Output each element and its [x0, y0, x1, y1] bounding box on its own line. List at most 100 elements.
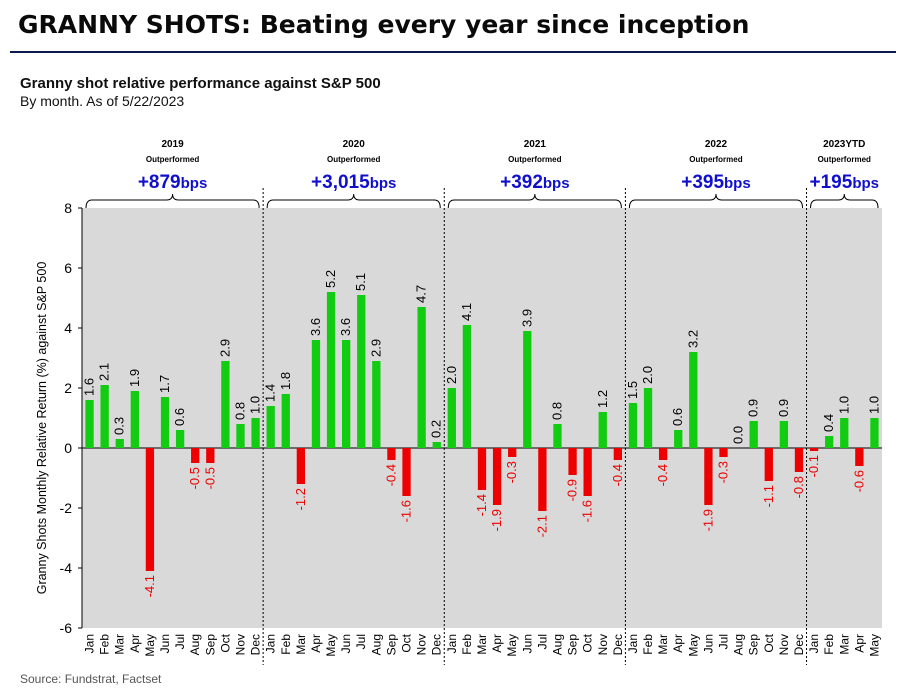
bps-value: +3,015: [311, 172, 370, 193]
bar-value-label: -1.4: [474, 494, 489, 516]
bps-unit: bps: [724, 175, 751, 192]
bar-2022-Jul: [719, 448, 728, 457]
x-tick-label: Aug: [732, 634, 746, 655]
bar-value-label: 1.8: [278, 372, 293, 390]
bar-2021-Apr: [492, 448, 502, 505]
plot-background: [82, 208, 882, 628]
bar-value-label: 5.2: [323, 270, 338, 288]
bar-value-label: 2.9: [368, 339, 383, 357]
bps-value: +879: [138, 172, 181, 193]
bar-2022-Jun: [704, 448, 713, 505]
bar-value-label: -1.2: [293, 488, 308, 510]
group-brace: [447, 193, 622, 209]
x-tick-label: Aug: [550, 634, 564, 655]
x-tick-label: Dec: [430, 634, 444, 655]
x-tick-label: Feb: [279, 634, 293, 655]
x-tick-label: Mar: [837, 634, 851, 655]
bar-value-label: -1.9: [489, 509, 504, 531]
bar-2020-Jan: [266, 406, 275, 448]
bar-value-label: 0.2: [429, 420, 444, 438]
bps-unit: bps: [852, 175, 879, 192]
bar-2019-Nov: [236, 424, 245, 448]
bar-value-label: -0.3: [504, 461, 519, 483]
x-tick-label: Oct: [762, 633, 776, 652]
bar-value-label: 0.9: [746, 399, 761, 417]
bar-2020-Oct: [402, 448, 411, 496]
x-tick-label: Apr: [671, 634, 685, 653]
bar-value-label: -0.5: [202, 467, 217, 489]
bar-2021-Oct: [583, 448, 592, 496]
x-tick-label: Mar: [656, 634, 670, 655]
bar-2020-Jun: [342, 340, 351, 448]
y-tick-label: -4: [60, 560, 73, 576]
x-tick-label: Jan: [445, 634, 459, 653]
y-tick-label: -2: [60, 500, 73, 516]
x-tick-label: May: [867, 634, 881, 657]
bar-value-label: 1.4: [263, 384, 278, 402]
x-tick-label: Feb: [98, 634, 112, 655]
bar-2022-May: [689, 352, 698, 448]
bar-value-label: -0.4: [610, 464, 625, 486]
x-tick-label: Nov: [233, 634, 247, 655]
bar-value-label: 3.9: [519, 309, 534, 327]
bar-value-label: 2.9: [217, 339, 232, 357]
bar-2021-Dec: [613, 448, 622, 460]
y-axis-title: Granny Shots Monthly Relative Return (%)…: [35, 262, 49, 595]
x-tick-label: Feb: [460, 634, 474, 655]
bar-2019-Sep: [206, 448, 215, 463]
x-tick-label: Jan: [83, 634, 97, 653]
bar-2019-Feb: [100, 385, 109, 448]
bar-2020-May: [326, 292, 336, 448]
group-brace: [85, 193, 260, 209]
x-tick-label: Sep: [566, 634, 580, 656]
bar-2021-May: [508, 448, 517, 457]
bar-2019-Jan: [85, 400, 94, 448]
chart-title: Granny shot relative performance against…: [20, 75, 381, 92]
x-tick-label: Apr: [128, 634, 142, 653]
bar-value-label: 0.6: [670, 408, 685, 426]
bar-value-label: -0.5: [187, 467, 202, 489]
y-tick-label: 2: [64, 380, 72, 396]
y-tick-label: 4: [64, 320, 72, 336]
bps-unit: bps: [370, 175, 397, 192]
group-bps-annotation: +3,015bps: [311, 172, 396, 193]
x-tick-label: Oct: [581, 633, 595, 652]
group-year-label: 2021: [524, 139, 547, 150]
x-tick-label: Jul: [717, 634, 731, 649]
x-tick-label: Sep: [384, 634, 398, 656]
bar-value-label: 0.9: [776, 399, 791, 417]
bar-2023YTD-Apr: [855, 448, 864, 466]
bar-2021-Mar: [477, 448, 487, 490]
bar-value-label: 5.1: [353, 273, 368, 291]
bar-value-label: 0.0: [731, 426, 746, 444]
bar-value-label: 1.6: [82, 378, 97, 396]
bps-unit: bps: [181, 175, 208, 192]
bar-2019-Jun: [160, 397, 170, 448]
bar-2019-Dec: [251, 418, 260, 448]
x-tick-label: Jul: [535, 634, 549, 649]
bar-2020-Dec: [432, 442, 441, 448]
group-bps-annotation: +195bps: [810, 172, 879, 193]
x-tick-label: Feb: [822, 634, 836, 655]
bar-value-label: -1.6: [399, 500, 414, 522]
x-tick-label: Mar: [294, 634, 308, 655]
x-tick-label: Aug: [188, 634, 202, 655]
bar-value-label: 3.6: [338, 318, 353, 336]
bar-2022-Sep: [749, 421, 758, 448]
bar-value-label: -0.4: [655, 464, 670, 486]
x-tick-label: Jan: [807, 634, 821, 653]
bps-value: +395: [681, 172, 724, 193]
x-tick-label: Jul: [354, 634, 368, 649]
group-bps-annotation: +879bps: [138, 172, 207, 193]
bar-value-label: 2.0: [444, 366, 459, 384]
x-tick-label: Sep: [203, 634, 217, 656]
bar-2022-Mar: [658, 448, 668, 460]
x-tick-label: May: [324, 634, 338, 657]
bar-value-label: 4.1: [459, 303, 474, 321]
bar-2020-Apr: [311, 340, 321, 448]
bar-value-label: -0.9: [565, 479, 580, 501]
bar-2020-Aug: [372, 361, 381, 448]
bar-value-label: 1.0: [866, 396, 881, 414]
x-tick-label: Jul: [173, 634, 187, 649]
bar-value-label: -0.6: [851, 470, 866, 492]
